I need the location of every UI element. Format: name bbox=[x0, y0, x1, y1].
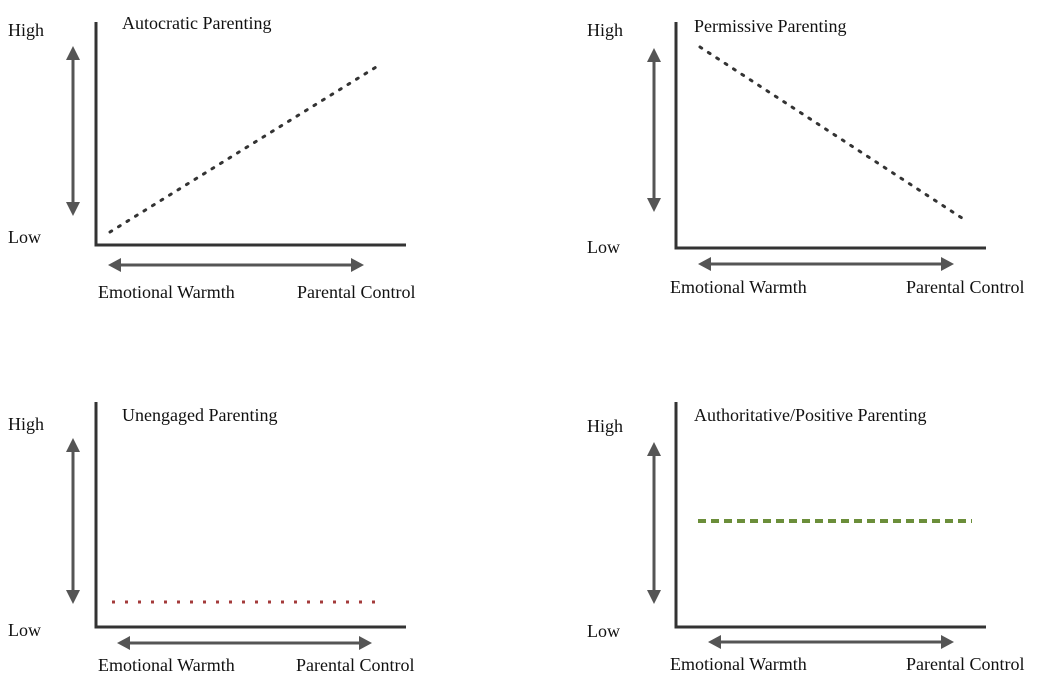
panel-title: Unengaged Parenting bbox=[122, 405, 277, 425]
low-label: Low bbox=[587, 621, 620, 641]
x-right-label: Parental Control bbox=[296, 655, 414, 675]
high-label: High bbox=[8, 20, 44, 40]
panel-permissive: Permissive Parenting High Low Emotional … bbox=[587, 16, 1024, 297]
arrow-head-left bbox=[708, 635, 721, 649]
high-label: High bbox=[587, 20, 623, 40]
arrow-head-right bbox=[941, 257, 954, 271]
x-right-label: Parental Control bbox=[906, 654, 1024, 674]
axes bbox=[674, 402, 986, 629]
x-left-label: Emotional Warmth bbox=[98, 282, 235, 302]
arrow-head-left bbox=[117, 636, 130, 650]
high-label: High bbox=[8, 414, 44, 434]
panel-title: Authoritative/Positive Parenting bbox=[694, 405, 926, 425]
arrow-head-down bbox=[66, 202, 80, 216]
x-left-label: Emotional Warmth bbox=[670, 277, 807, 297]
arrow-head-up bbox=[66, 46, 80, 60]
axes bbox=[674, 22, 986, 250]
arrow-head-down bbox=[647, 198, 661, 212]
arrow-head-up bbox=[647, 442, 661, 456]
panel-unengaged: Unengaged Parenting High Low Emotional W… bbox=[8, 402, 414, 675]
trend-line-decreasing bbox=[698, 45, 967, 222]
axes bbox=[94, 402, 406, 629]
arrow-head-right bbox=[359, 636, 372, 650]
x-left-label: Emotional Warmth bbox=[98, 655, 235, 675]
arrow-head-right bbox=[941, 635, 954, 649]
high-label: High bbox=[587, 416, 623, 436]
trend-line-increasing bbox=[108, 62, 383, 234]
arrow-head-up bbox=[66, 438, 80, 452]
arrow-head-up bbox=[647, 48, 661, 62]
panel-autocratic: Autocratic Parenting High Low Emotional … bbox=[8, 13, 415, 302]
panel-title: Autocratic Parenting bbox=[122, 13, 271, 33]
low-label: Low bbox=[8, 620, 41, 640]
low-label: Low bbox=[8, 227, 41, 247]
x-left-label: Emotional Warmth bbox=[670, 654, 807, 674]
arrow-head-down bbox=[647, 590, 661, 604]
panel-title: Permissive Parenting bbox=[694, 16, 846, 36]
panel-authoritative: Authoritative/Positive Parenting High Lo… bbox=[587, 402, 1024, 674]
x-right-label: Parental Control bbox=[297, 282, 415, 302]
arrow-head-left bbox=[698, 257, 711, 271]
arrow-head-down bbox=[66, 590, 80, 604]
axes bbox=[94, 22, 406, 247]
x-right-label: Parental Control bbox=[906, 277, 1024, 297]
arrow-head-right bbox=[351, 258, 364, 272]
low-label: Low bbox=[587, 237, 620, 257]
arrow-head-left bbox=[108, 258, 121, 272]
